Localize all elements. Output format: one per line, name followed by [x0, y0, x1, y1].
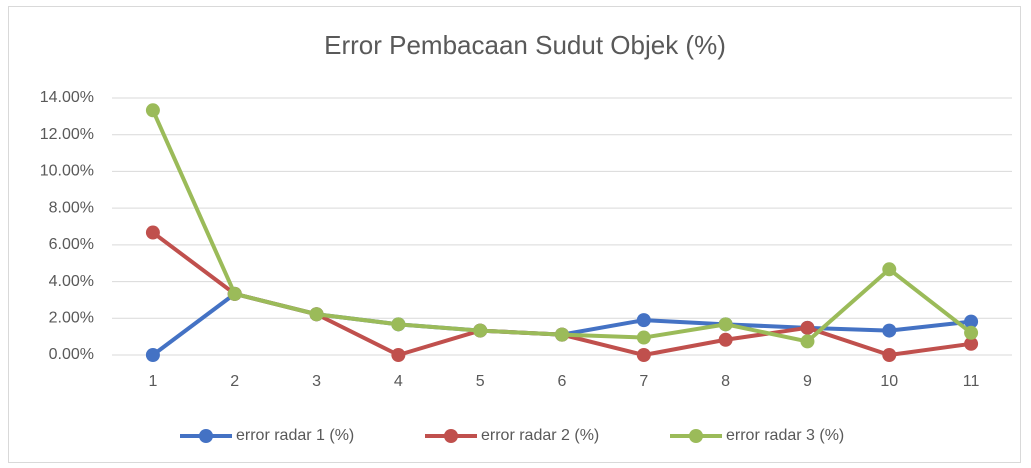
data-point: [800, 334, 815, 349]
legend-marker: [199, 429, 213, 443]
data-point: [636, 313, 651, 328]
y-tick-label: 0.00%: [49, 346, 94, 363]
legend-label: error radar 3 (%): [726, 427, 844, 444]
data-point: [882, 348, 897, 362]
x-tick-label: 5: [476, 373, 485, 390]
y-tick-label: 14.00%: [40, 89, 94, 106]
x-tick-label: 11: [963, 373, 980, 390]
data-point: [964, 314, 979, 329]
data-point: [145, 225, 160, 240]
x-tick-label: 2: [230, 373, 239, 390]
data-point: [391, 348, 406, 362]
y-tick-label: 8.00%: [49, 199, 94, 216]
legend-label: error radar 1 (%): [236, 427, 354, 444]
data-point: [473, 323, 488, 338]
y-tick-label: 4.00%: [49, 273, 94, 290]
data-point: [882, 262, 897, 277]
data-point: [145, 103, 160, 118]
legend-marker: [689, 429, 703, 443]
data-point: [718, 317, 733, 332]
legend-label: error radar 2 (%): [481, 427, 599, 444]
data-point: [555, 327, 569, 342]
x-tick-label: 3: [312, 373, 321, 390]
y-tick-label: 10.00%: [40, 163, 94, 180]
chart-border: [8, 6, 1021, 463]
data-point: [636, 348, 651, 362]
data-point: [882, 323, 897, 338]
data-point: [309, 307, 324, 322]
x-tick-label: 8: [721, 373, 730, 390]
data-point: [800, 320, 815, 335]
data-point: [964, 336, 979, 351]
y-tick-label: 2.00%: [49, 310, 94, 327]
x-tick-label: 6: [558, 373, 567, 390]
x-tick-label: 4: [394, 373, 403, 390]
data-point: [227, 286, 242, 301]
x-tick-label: 1: [148, 373, 157, 390]
x-tick-label: 10: [880, 373, 898, 390]
y-tick-label: 12.00%: [40, 126, 94, 143]
data-point: [391, 317, 406, 332]
legend-marker: [444, 429, 458, 443]
chart-title: Error Pembacaan Sudut Objek (%): [324, 30, 726, 60]
data-point: [718, 332, 733, 347]
data-point: [964, 325, 979, 340]
data-point: [636, 330, 651, 345]
y-tick-label: 6.00%: [49, 236, 94, 253]
x-tick-label: 9: [803, 373, 812, 390]
data-point: [145, 348, 160, 362]
x-tick-label: 7: [639, 373, 648, 390]
